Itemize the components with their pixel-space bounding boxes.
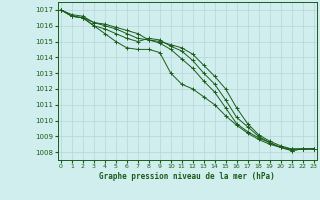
X-axis label: Graphe pression niveau de la mer (hPa): Graphe pression niveau de la mer (hPa) [99, 172, 275, 181]
